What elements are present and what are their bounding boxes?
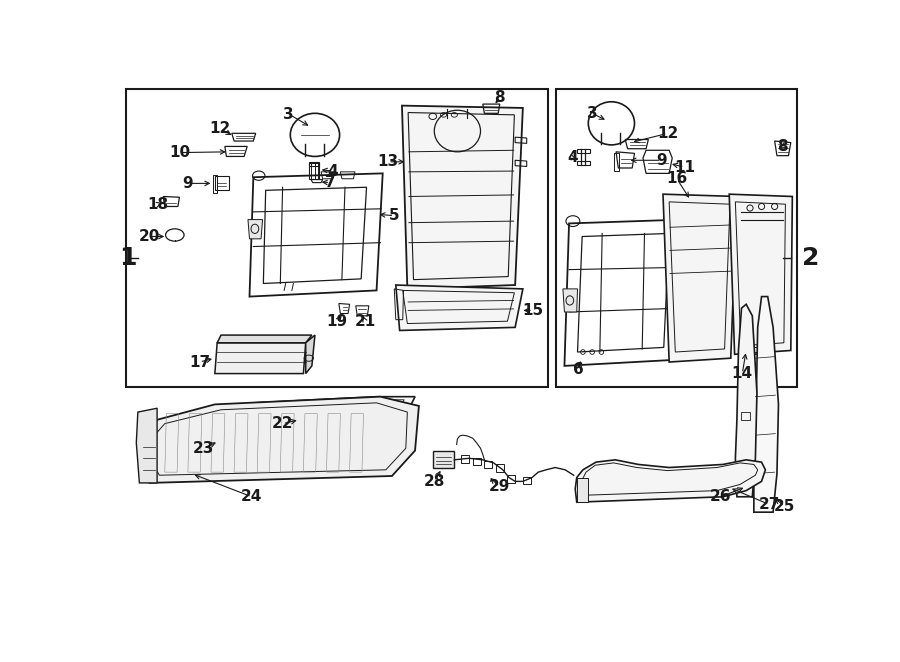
Text: 13: 13 — [377, 154, 399, 169]
Text: 20: 20 — [139, 229, 160, 244]
Polygon shape — [306, 335, 315, 373]
Text: 26: 26 — [710, 489, 732, 504]
Text: 12: 12 — [210, 121, 231, 136]
Text: 6: 6 — [573, 362, 584, 377]
Polygon shape — [215, 343, 306, 373]
Polygon shape — [396, 285, 523, 330]
Text: 2: 2 — [803, 246, 820, 270]
Text: 4: 4 — [568, 150, 578, 166]
Polygon shape — [138, 397, 419, 483]
Bar — [556, 89, 797, 387]
Bar — [496, 465, 504, 472]
Text: 14: 14 — [732, 366, 753, 381]
Text: 24: 24 — [241, 489, 263, 504]
Text: 3: 3 — [587, 106, 598, 121]
Text: 7: 7 — [325, 175, 336, 190]
Text: 25: 25 — [774, 498, 796, 514]
Text: 8: 8 — [494, 91, 505, 105]
Text: 8: 8 — [777, 139, 788, 154]
Text: 4: 4 — [328, 164, 338, 179]
Text: 16: 16 — [666, 171, 688, 186]
Text: 9: 9 — [656, 153, 667, 167]
Text: 12: 12 — [657, 126, 679, 141]
Polygon shape — [402, 106, 523, 289]
Text: 18: 18 — [148, 197, 168, 212]
Polygon shape — [575, 460, 765, 502]
Text: 3: 3 — [284, 107, 294, 122]
Text: 27: 27 — [759, 497, 780, 512]
Polygon shape — [577, 477, 589, 502]
Polygon shape — [562, 289, 578, 312]
Bar — [125, 89, 548, 387]
Bar — [433, 451, 454, 468]
Text: 11: 11 — [674, 160, 695, 175]
Text: 28: 28 — [424, 474, 445, 489]
Text: 29: 29 — [489, 479, 510, 495]
Bar — [461, 455, 469, 463]
Bar — [508, 475, 515, 483]
Text: 17: 17 — [189, 355, 210, 369]
Polygon shape — [729, 194, 792, 354]
Bar — [472, 457, 481, 465]
Text: 10: 10 — [169, 145, 191, 160]
Polygon shape — [754, 297, 778, 512]
Polygon shape — [248, 220, 263, 239]
Polygon shape — [136, 408, 158, 483]
Text: 21: 21 — [355, 314, 375, 329]
Polygon shape — [203, 404, 411, 458]
Polygon shape — [735, 305, 757, 496]
Bar — [523, 477, 531, 485]
Polygon shape — [234, 397, 415, 439]
Bar — [741, 412, 750, 420]
Text: 5: 5 — [389, 209, 400, 223]
Polygon shape — [663, 194, 737, 362]
Text: 23: 23 — [193, 441, 214, 455]
Text: 19: 19 — [327, 314, 347, 329]
Text: 9: 9 — [183, 176, 194, 191]
Text: 1: 1 — [120, 246, 137, 270]
Bar — [484, 461, 492, 468]
Polygon shape — [217, 335, 312, 343]
Text: 15: 15 — [522, 303, 544, 318]
Text: 22: 22 — [272, 416, 293, 431]
